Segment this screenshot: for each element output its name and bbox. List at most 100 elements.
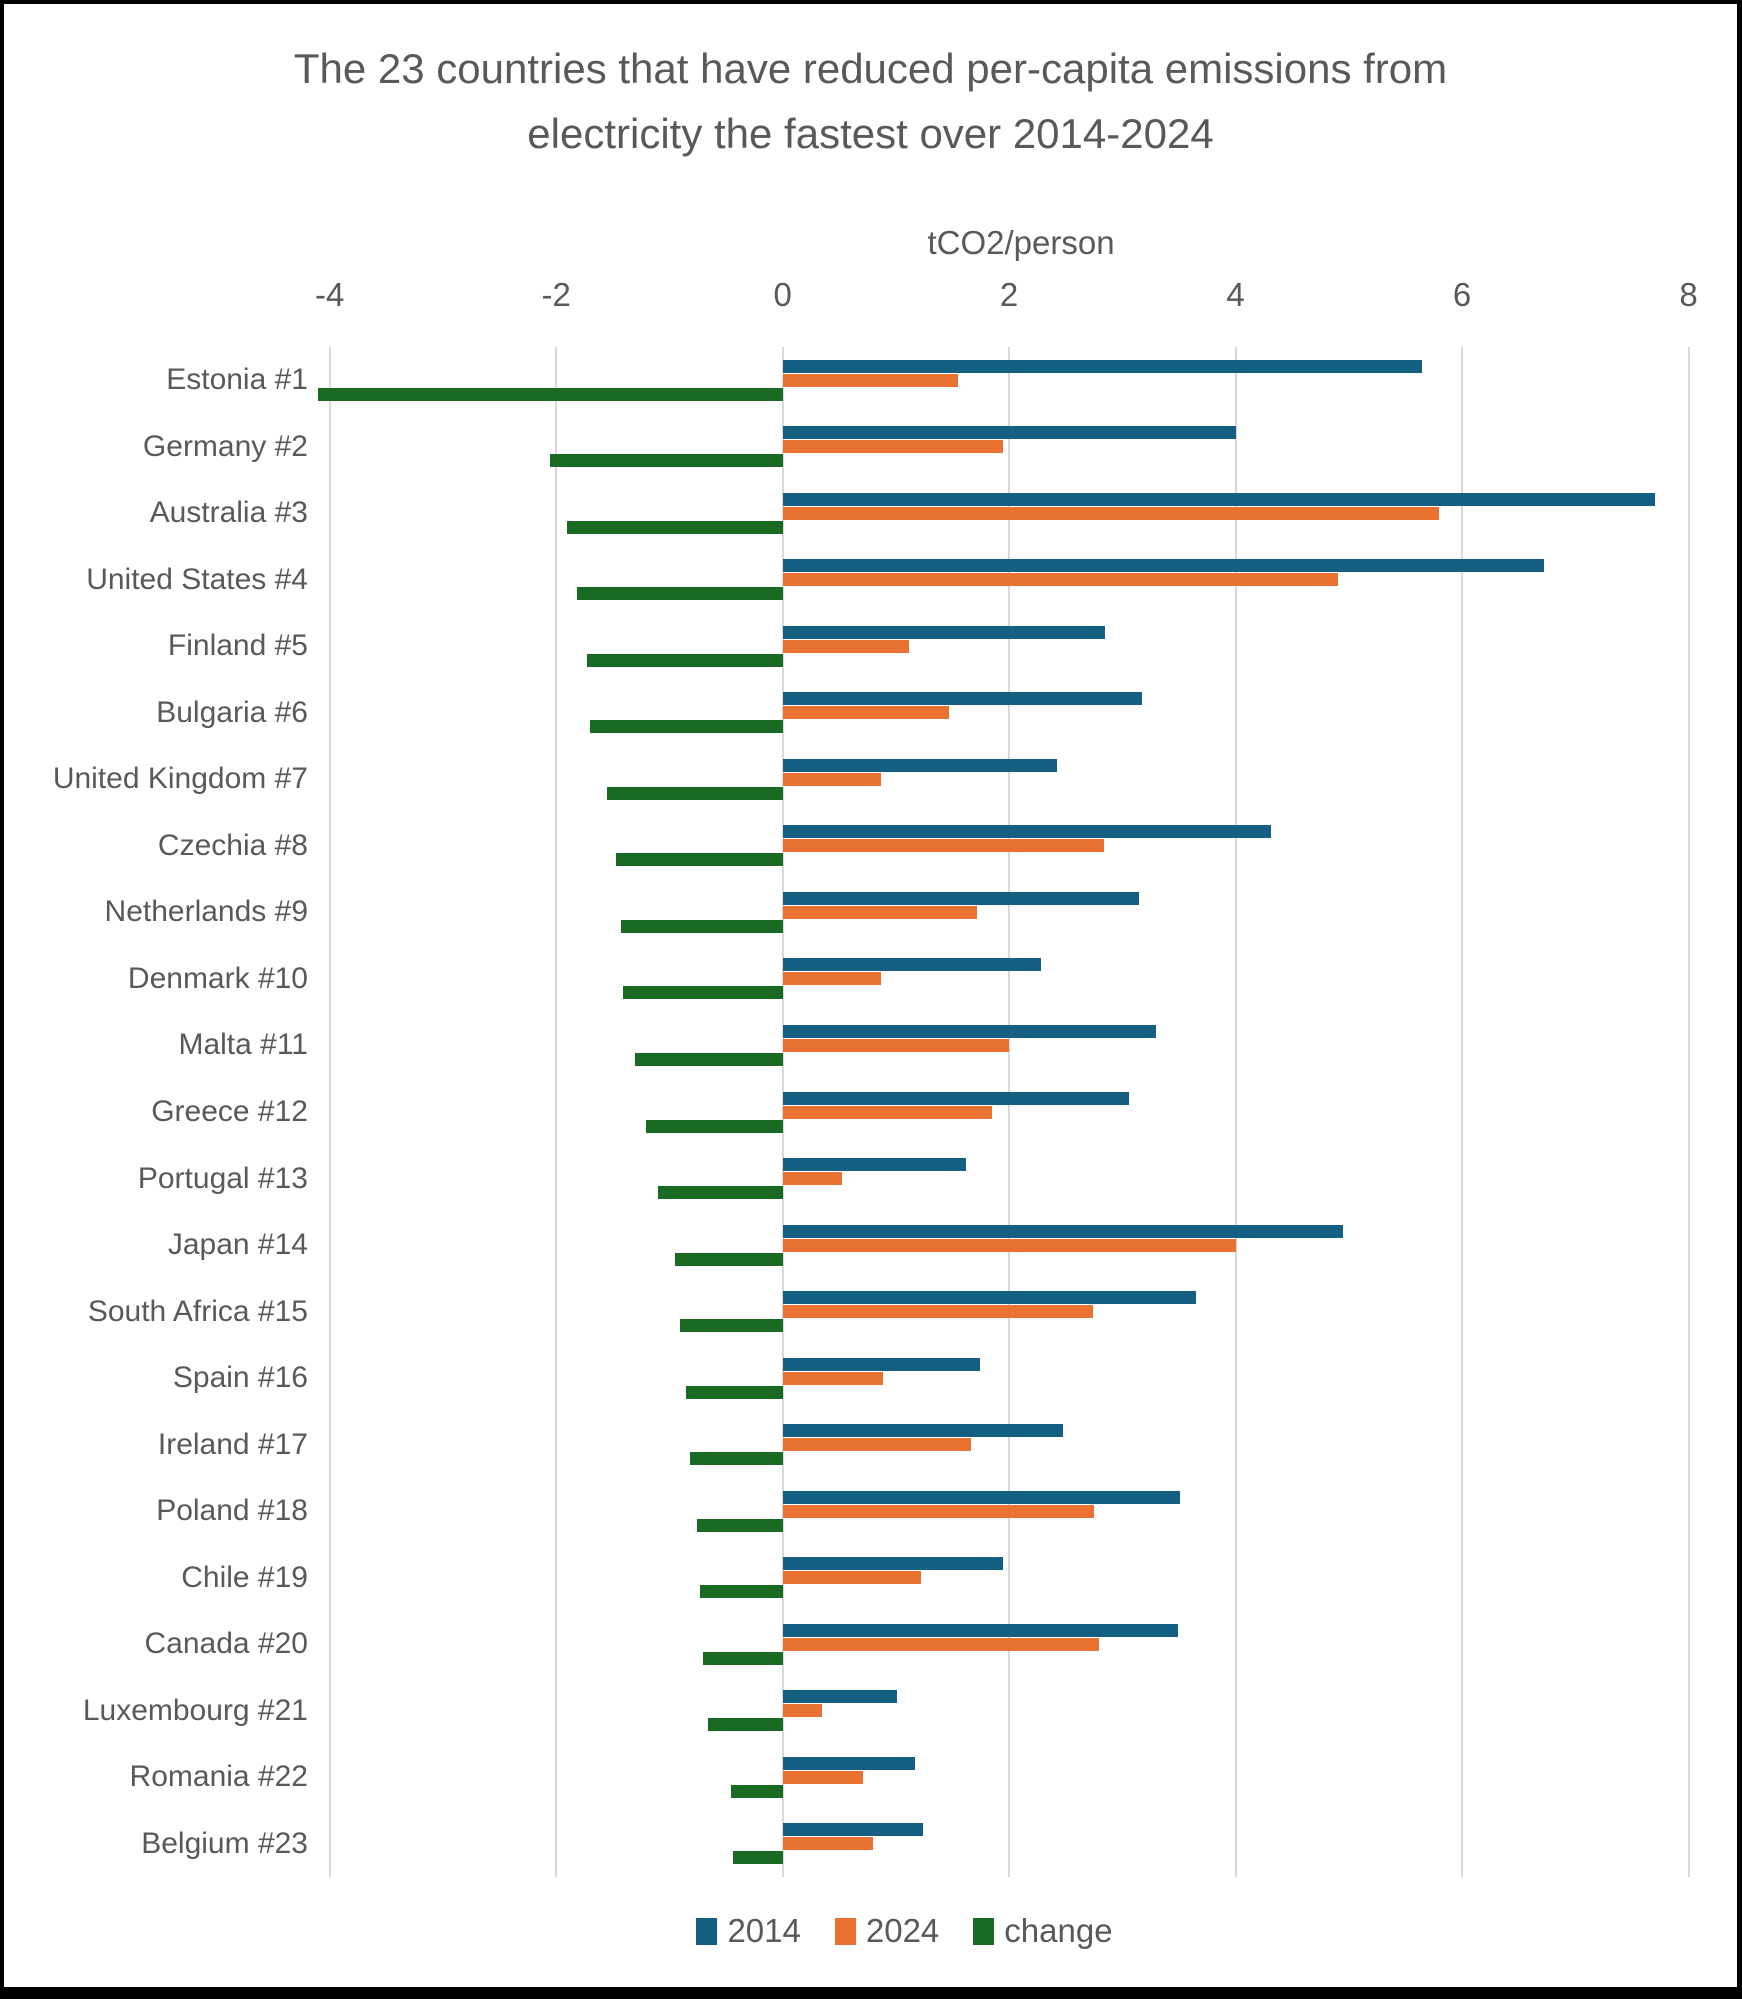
bar-2014-luxembourg-21 [782, 1690, 897, 1704]
category-label: South Africa #15 [87, 1294, 308, 1328]
bar-2024-greece-12 [782, 1105, 993, 1119]
category-label: Luxembourg #21 [82, 1693, 308, 1727]
bar-change-south-africa-15 [679, 1319, 783, 1333]
category-label: Finland #5 [167, 629, 308, 663]
bar-2024-netherlands-9 [782, 905, 978, 919]
bar-2014-japan-14 [782, 1224, 1344, 1238]
bar-2024-estonia-1 [782, 373, 959, 387]
bar-2024-japan-14 [782, 1238, 1236, 1252]
category-label: Australia #3 [149, 496, 308, 530]
bar-change-chile-19 [699, 1585, 783, 1599]
bar-change-finland-5 [586, 653, 783, 667]
bar-2014-chile-19 [782, 1557, 1004, 1571]
bar-2024-united-states-4 [782, 573, 1338, 587]
bar-2014-greece-12 [782, 1091, 1130, 1105]
bar-change-united-kingdom-7 [607, 786, 783, 800]
bar-2014-united-states-4 [782, 559, 1544, 573]
bar-change-australia-3 [567, 520, 783, 534]
category-label: Bulgaria #6 [156, 695, 308, 729]
x-axis-title: tCO2/person [927, 224, 1115, 261]
category-label: Poland #18 [156, 1494, 308, 1528]
x-tick-label: 4 [1226, 276, 1245, 313]
bar-2024-romania-22 [782, 1770, 864, 1784]
bar-2024-poland-18 [782, 1504, 1095, 1518]
bar-change-japan-14 [675, 1252, 783, 1266]
legend: 2014 2024 change [38, 1912, 1742, 1950]
category-labels: Estonia #1 Germany #2 Australia #3 United S… [14, 347, 314, 1877]
legend-item-2014: 2014 [696, 1912, 801, 1950]
category-label: Czechia #8 [157, 828, 308, 862]
bar-2014-canada-20 [782, 1623, 1178, 1637]
legend-label-2014: 2014 [727, 1912, 801, 1949]
bar-change-ireland-17 [689, 1452, 783, 1466]
bar-change-germany-2 [550, 454, 783, 468]
bar-2014-ireland-17 [782, 1424, 1064, 1438]
bar-2024-finland-5 [782, 639, 910, 653]
bar-change-bulgaria-6 [590, 720, 783, 734]
bar-2024-czechia-8 [782, 839, 1105, 853]
category-label: Portugal #13 [137, 1161, 308, 1195]
plot-area [318, 347, 1718, 1877]
bar-change-denmark-10 [622, 986, 783, 1000]
bar-2014-finland-5 [782, 625, 1106, 639]
bar-change-luxembourg-21 [707, 1718, 783, 1732]
legend-label-2024: 2024 [865, 1912, 940, 1949]
bar-2024-bulgaria-6 [782, 706, 950, 720]
category-label: Germany #2 [142, 429, 308, 463]
bar-change-malta-11 [635, 1052, 783, 1066]
category-label: United States #4 [86, 562, 308, 596]
bar-2024-portugal-13 [782, 1172, 842, 1186]
x-axis-tick-labels: -4 -2 0 2 4 6 8 [315, 276, 1718, 318]
x-tick-label: -2 [541, 276, 571, 313]
category-label: Spain #16 [172, 1361, 308, 1395]
category-label: Malta #11 [178, 1028, 308, 1062]
bar-2014-bulgaria-6 [782, 692, 1142, 706]
bar-2024-ireland-17 [782, 1438, 971, 1452]
gridline [328, 347, 331, 1877]
bar-change-estonia-1 [318, 387, 783, 401]
bar-2024-luxembourg-21 [782, 1704, 823, 1718]
bar-2014-malta-11 [782, 1024, 1157, 1038]
category-label: Ireland #17 [157, 1427, 308, 1461]
bar-2014-south-africa-15 [782, 1291, 1196, 1305]
x-tick-label: 6 [1452, 276, 1472, 313]
bar-2024-belgium-23 [782, 1837, 874, 1851]
category-label: Estonia #1 [166, 363, 308, 397]
category-label: Canada #20 [144, 1627, 308, 1661]
category-label: United Kingdom #7 [52, 762, 308, 796]
bar-2024-canada-20 [782, 1637, 1099, 1651]
bar-2014-united-kingdom-7 [782, 758, 1057, 772]
bar-change-romania-22 [730, 1784, 783, 1798]
bar-change-united-states-4 [576, 587, 783, 601]
bar-2014-denmark-10 [782, 958, 1041, 972]
bar-2014-romania-22 [782, 1756, 916, 1770]
x-tick-label: 0 [773, 276, 792, 313]
gridline [1461, 347, 1464, 1877]
bar-change-spain-16 [686, 1385, 783, 1399]
legend-label-change: change [1004, 1912, 1113, 1949]
bar-2014-spain-16 [782, 1357, 980, 1371]
bar-2024-spain-16 [782, 1371, 884, 1385]
legend-swatch-change [973, 1917, 995, 1945]
category-label: Japan #14 [167, 1228, 308, 1262]
bar-2024-chile-19 [782, 1571, 921, 1585]
bar-change-portugal-13 [658, 1186, 783, 1200]
bar-2014-estonia-1 [782, 359, 1423, 373]
bar-2014-germany-2 [782, 426, 1236, 440]
bar-change-czechia-8 [616, 853, 783, 867]
bar-change-belgium-23 [732, 1851, 783, 1865]
category-label: Chile #19 [181, 1560, 308, 1594]
chart-title: The 23 countries that have reduced per-c… [293, 45, 1448, 158]
legend-item-2024: 2024 [834, 1912, 940, 1950]
bar-2024-malta-11 [782, 1038, 1010, 1052]
x-tick-label: 2 [999, 276, 1019, 313]
legend-item-change: change [973, 1912, 1113, 1950]
bar-2014-portugal-13 [782, 1158, 967, 1172]
category-label: Romania #22 [129, 1760, 308, 1794]
gridline [555, 347, 558, 1877]
legend-swatch-2014 [696, 1917, 718, 1945]
bar-change-greece-12 [645, 1119, 783, 1133]
bar-change-poland-18 [696, 1518, 783, 1532]
bar-2014-netherlands-9 [782, 891, 1140, 905]
